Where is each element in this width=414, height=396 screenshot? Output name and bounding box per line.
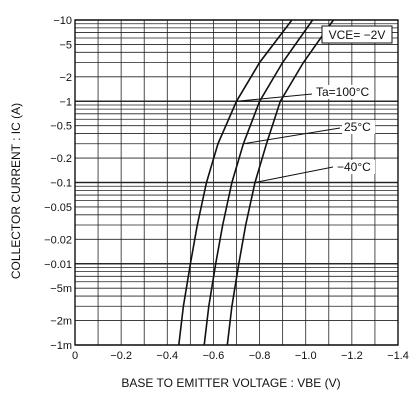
x-tick-label: −0.6 bbox=[203, 350, 225, 362]
condition-label: VCE= −2V bbox=[329, 28, 386, 42]
y-axis-label: COLLECTOR CURRENT : IC (A) bbox=[9, 103, 23, 279]
y-tick-label: −1 bbox=[59, 96, 72, 108]
condition-box: VCE= −2V bbox=[321, 25, 393, 44]
series-curve-1 bbox=[178, 19, 293, 346]
x-axis-label: BASE TO EMITTER VOLTAGE : VBE (V) bbox=[121, 376, 340, 390]
series-label-2: 25°C bbox=[344, 120, 371, 134]
callout-bg-3 bbox=[335, 160, 375, 174]
x-tick-label: −0.2 bbox=[110, 350, 132, 362]
plot-frame bbox=[74, 19, 399, 346]
x-tick-label: −1.0 bbox=[295, 350, 317, 362]
x-tick-label: −0.4 bbox=[156, 350, 178, 362]
y-tick-label: −2 bbox=[59, 72, 72, 84]
callouts: Ta=100°C 25°C −40°C bbox=[236, 85, 376, 183]
x-tick-label: 0 bbox=[72, 350, 78, 362]
y-tick-labels: −10 −5 −2 −1 −0.5 −0.2 −0.1 −0.05 −0.02 −0.01 −5m −… bbox=[44, 15, 72, 352]
series-curve-2 bbox=[203, 19, 314, 346]
y-tick-label: −0.2 bbox=[50, 153, 72, 165]
x-tick-label: −1.4 bbox=[387, 350, 409, 362]
grid bbox=[75, 19, 398, 346]
y-tick-label: −0.5 bbox=[50, 121, 72, 133]
y-tick-label: −5m bbox=[50, 283, 72, 295]
callout-bg-2 bbox=[342, 120, 376, 134]
x-tick-label: −0.8 bbox=[249, 350, 271, 362]
y-tick-label: −0.02 bbox=[44, 234, 72, 246]
series-label-1: Ta=100°C bbox=[316, 85, 370, 99]
y-tick-label: −0.01 bbox=[44, 259, 72, 271]
leader-line-2 bbox=[243, 127, 341, 145]
callout-bg-1 bbox=[314, 85, 375, 99]
leader-line-1 bbox=[236, 93, 313, 102]
y-tick-label: −10 bbox=[53, 15, 72, 27]
x-tick-label: −1.2 bbox=[341, 350, 363, 362]
y-tick-label: −2m bbox=[50, 316, 72, 328]
x-tick-labels: 0 −0.2 −0.4 −0.6 −0.8 −1.0 −1.2 −1.4 bbox=[72, 350, 409, 362]
series-label-3: −40°C bbox=[337, 160, 371, 174]
y-tick-label: −0.05 bbox=[44, 202, 72, 214]
y-tick-label: −0.1 bbox=[50, 178, 72, 190]
y-tick-label: −5 bbox=[59, 39, 72, 51]
y-tick-label: −1m bbox=[50, 340, 72, 352]
leader-line-3 bbox=[254, 166, 334, 183]
